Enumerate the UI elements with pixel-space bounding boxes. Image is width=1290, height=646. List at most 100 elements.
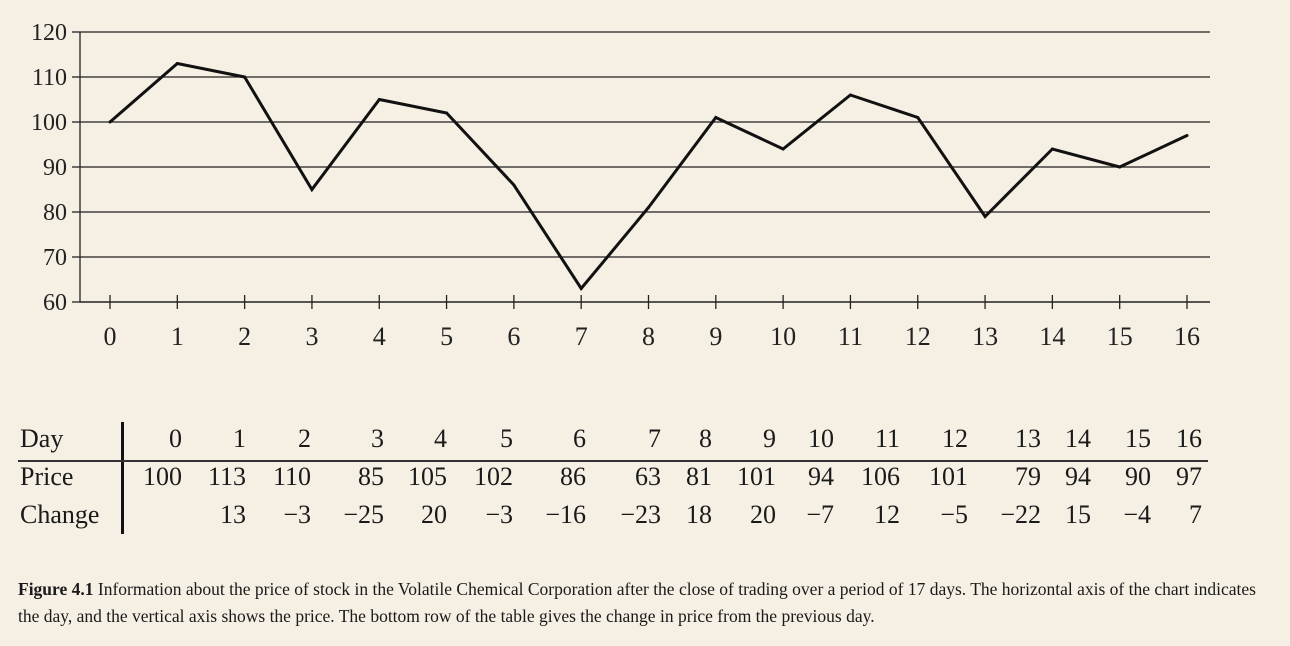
price-point-day-8 (647, 206, 650, 209)
table-cell-change-3: −25 (343, 500, 384, 529)
price-point-day-10 (781, 147, 785, 151)
price-point-day-4 (377, 98, 381, 101)
table-horizontal-rule (18, 460, 1208, 462)
y-tick-label-100: 100 (31, 110, 67, 136)
y-axis: 60 70 80 90 100 110 120 (31, 20, 81, 316)
y-tick-label-80: 80 (43, 200, 67, 226)
price-point-day-6 (512, 183, 516, 187)
x-tick-label-12: 12 (905, 322, 931, 351)
table-cell-change-16: 7 (1189, 500, 1202, 529)
table-row-change: Change 13 −3 −25 20 −3 −16 −23 18 20 −7 12 −5 −22 15 −… (18, 496, 1208, 534)
caption-text: Information about the price of stock in … (18, 579, 1256, 626)
table-cell-day-9: 9 (763, 424, 776, 453)
table-cell-price-16: 97 (1176, 462, 1202, 491)
table-cell-day-0: 0 (169, 424, 182, 453)
table-cell-change-4: 20 (421, 500, 447, 529)
table-cell-day-12: 12 (942, 424, 968, 453)
x-tick-label-11: 11 (838, 322, 863, 351)
table-cell-price-0: 100 (143, 462, 182, 491)
price-line (109, 61, 1188, 292)
grid-lines (80, 31, 1210, 303)
row-label-change: Change (20, 500, 100, 529)
y-tick-label-110: 110 (32, 65, 67, 91)
x-tick-label-7: 7 (575, 322, 588, 351)
table-cell-price-12: 101 (929, 462, 968, 491)
price-point-day-5 (445, 111, 449, 115)
x-tick-label-5: 5 (440, 322, 453, 351)
table-cell-change-10: −7 (806, 500, 834, 529)
table-cell-change-5: −3 (485, 500, 513, 529)
table-cell-change-11: 12 (874, 500, 900, 529)
table-cell-day-4: 4 (434, 424, 447, 453)
y-tick-label-120: 120 (31, 20, 67, 46)
table-cell-day-7: 7 (648, 424, 661, 453)
table-cell-price-5: 102 (474, 462, 513, 491)
table-cell-day-11: 11 (874, 424, 900, 453)
table-cell-price-10: 94 (808, 462, 834, 491)
price-table: Day 0 1 2 3 4 5 6 7 8 9 10 11 12 13 14 15 16 Price 100 11… (18, 420, 1208, 540)
x-tick-label-10: 10 (770, 322, 796, 351)
price-series (108, 61, 1189, 292)
table-cell-price-8: 81 (686, 462, 712, 491)
table-cell-day-1: 1 (233, 424, 246, 453)
x-tick-label-15: 15 (1107, 322, 1133, 351)
table-cell-price-2: 110 (272, 462, 311, 491)
table-cell-day-2: 2 (298, 424, 311, 453)
table-cell-price-4: 105 (408, 462, 447, 491)
x-tick-label-1: 1 (171, 322, 184, 351)
table-cell-day-5: 5 (500, 424, 513, 453)
row-label-day: Day (20, 424, 64, 453)
table-cell-day-10: 10 (808, 424, 834, 453)
table-cell-day-16: 16 (1176, 424, 1202, 453)
y-tick-label-90: 90 (43, 155, 67, 181)
table-cell-change-8: 18 (686, 500, 712, 529)
table-cell-price-7: 63 (635, 462, 661, 491)
x-tick-label-0: 0 (104, 322, 117, 351)
table-cell-change-12: −5 (940, 500, 968, 529)
table-vertical-rule (121, 422, 124, 534)
table-row-price: Price 100 113 110 85 105 102 86 63 81 101 94 106 101… (18, 458, 1208, 496)
table-cell-day-15: 15 (1125, 424, 1151, 453)
table-cell-change-9: 20 (750, 500, 776, 529)
x-tick-label-16: 16 (1174, 322, 1200, 351)
price-point-day-7 (579, 287, 583, 290)
x-tick-label-3: 3 (305, 322, 318, 351)
table-cell-day-6: 6 (573, 424, 586, 453)
table-cell-change-1: 13 (220, 500, 246, 529)
price-point-day-15 (1118, 165, 1122, 169)
x-tick-label-4: 4 (373, 322, 386, 351)
figure-caption: Figure 4.1 Information about the price o… (18, 576, 1273, 630)
price-point-day-9 (714, 116, 718, 119)
x-tick-label-13: 13 (972, 322, 998, 351)
price-point-day-13 (983, 215, 987, 218)
y-tick-label-70: 70 (43, 245, 67, 271)
table-row-day: Day 0 1 2 3 4 5 6 7 8 9 10 11 12 13 14 15 16 (18, 420, 1208, 458)
x-tick-label-9: 9 (709, 322, 722, 351)
table-cell-price-1: 113 (207, 462, 246, 491)
table-cell-price-14: 94 (1065, 462, 1091, 491)
table-cell-day-8: 8 (699, 424, 712, 453)
table-cell-change-15: −4 (1123, 500, 1151, 529)
table-cell-change-6: −16 (545, 500, 586, 529)
row-label-price: Price (20, 462, 74, 491)
x-tick-label-14: 14 (1039, 322, 1065, 351)
table-cell-change-14: 15 (1065, 500, 1091, 529)
caption-label: Figure 4.1 (18, 579, 94, 599)
x-axis: 0 1 2 3 4 5 6 7 8 9 10 11 12 13 14 15 16 (104, 295, 1200, 351)
table-cell-price-6: 86 (560, 462, 586, 491)
price-point-day-2 (243, 75, 247, 79)
price-point-day-11 (848, 93, 852, 97)
table-cell-change-13: −22 (1000, 500, 1041, 529)
x-tick-label-6: 6 (507, 322, 520, 351)
price-point-day-3 (310, 188, 314, 191)
x-tick-label-8: 8 (642, 322, 655, 351)
table-cell-price-13: 79 (1015, 462, 1041, 491)
price-point-day-16 (1185, 134, 1189, 137)
table-cell-day-13: 13 (1015, 424, 1041, 453)
table-cell-change-7: −23 (620, 500, 661, 529)
table-cell-day-3: 3 (371, 424, 384, 453)
price-point-day-12 (916, 116, 920, 119)
price-point-day-14 (1050, 147, 1054, 151)
table-cell-price-11: 106 (861, 462, 900, 491)
